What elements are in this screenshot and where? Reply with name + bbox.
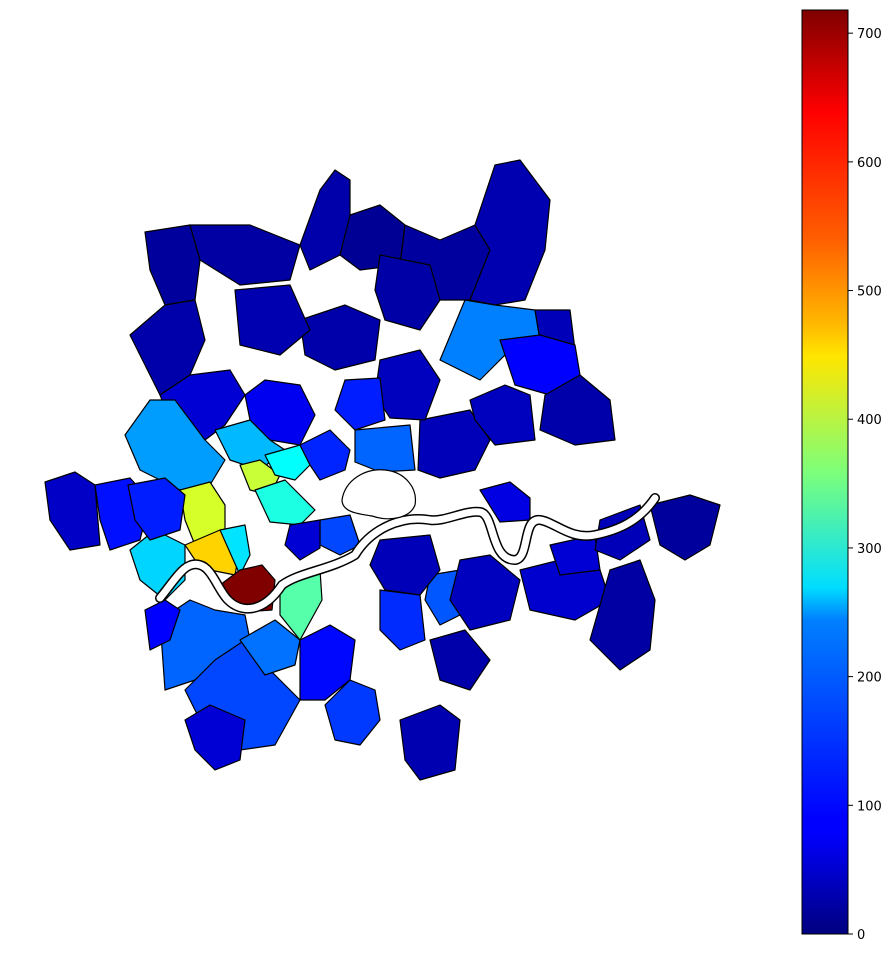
- region-r47: [127, 477, 186, 541]
- region-r34: [417, 409, 491, 479]
- region-r30: [324, 679, 381, 746]
- region-r28: [184, 704, 246, 771]
- colorbar-tick-label: 500: [857, 285, 882, 300]
- colorbar-tick-label: 400: [857, 413, 882, 428]
- region-r35: [469, 384, 536, 446]
- region-r37: [539, 374, 616, 446]
- region-r45: [649, 494, 721, 561]
- colorbar-gradient: [802, 10, 848, 934]
- colorbar: 0 100 200 300 400 500 600 700: [801, 9, 882, 943]
- region-r31: [399, 704, 461, 781]
- region-r52: [334, 377, 386, 431]
- region-r48: [299, 304, 381, 371]
- region-r12: [124, 399, 226, 491]
- colorbar-tick-label: 600: [857, 156, 882, 171]
- colorbar-frame: [801, 9, 849, 935]
- region-r20: [219, 524, 251, 576]
- region-r57: [429, 629, 491, 691]
- region-r02: [189, 224, 301, 286]
- region-r01: [144, 224, 201, 306]
- colorbar-tick-label: 200: [857, 671, 882, 686]
- region-r42: [589, 559, 656, 671]
- region-r51: [374, 349, 441, 421]
- colorbar-tick-label: 700: [857, 27, 882, 42]
- region-r49: [234, 284, 311, 356]
- region-r40: [449, 554, 521, 631]
- region-r33: [354, 424, 416, 473]
- region-r32: [44, 471, 101, 551]
- colorbar-ticks: 0 100 200 300 400 500 600 700: [848, 27, 882, 943]
- colorbar-tick-label: 300: [857, 542, 882, 557]
- region-r16: [254, 479, 316, 526]
- region-r06: [469, 159, 551, 306]
- colorbar-tick-label: 0: [857, 928, 865, 943]
- region-r56: [284, 519, 321, 561]
- region-r03: [299, 169, 351, 271]
- river-thames: [155, 493, 660, 614]
- colorbar-tick-label: 100: [857, 799, 882, 814]
- city-hole: [341, 469, 416, 520]
- region-r43: [549, 534, 601, 576]
- map-regions: [44, 159, 721, 781]
- region-r15: [264, 444, 311, 481]
- region-r54: [379, 589, 426, 651]
- region-r17: [299, 429, 351, 481]
- region-r50: [374, 254, 441, 331]
- region-r38: [479, 481, 531, 523]
- region-r27: [239, 619, 301, 676]
